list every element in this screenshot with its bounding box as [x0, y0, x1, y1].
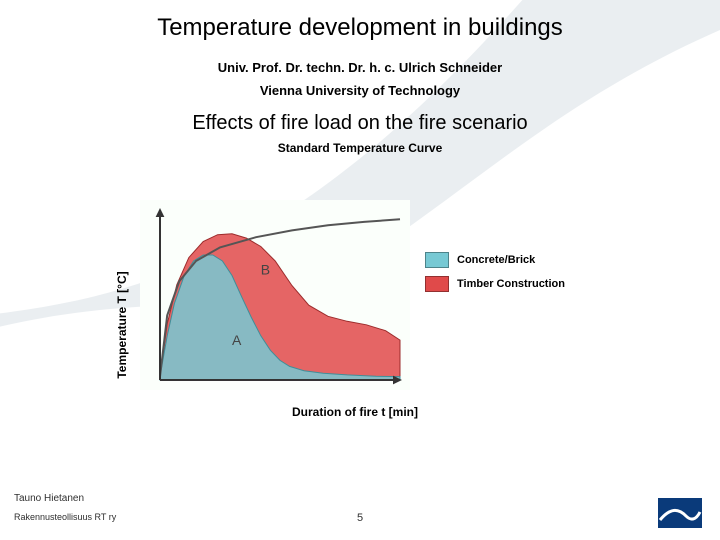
- legend-item: Concrete/Brick: [425, 252, 565, 268]
- affiliation-line: Vienna University of Technology: [0, 83, 720, 98]
- y-axis-label: Temperature T [°C]: [115, 271, 129, 378]
- page-number: 5: [357, 512, 363, 524]
- chart-legend: Concrete/Brick Timber Construction: [425, 252, 565, 300]
- footer-author: Tauno Hietanen: [14, 493, 84, 504]
- x-axis-label: Duration of fire t [min]: [140, 405, 570, 419]
- org-logo: [658, 498, 702, 528]
- legend-swatch: [425, 252, 449, 268]
- chart-container: Temperature T [°C] BA Concrete/BrickTimb…: [140, 200, 570, 450]
- legend-label: Concrete/Brick: [457, 254, 535, 266]
- legend-item: Timber Construction: [425, 276, 565, 292]
- slide-title: Temperature development in buildings: [0, 0, 720, 42]
- author-line: Univ. Prof. Dr. techn. Dr. h. c. Ulrich …: [0, 60, 720, 75]
- legend-label: Timber Construction: [457, 278, 565, 290]
- series-label-B: B: [261, 262, 270, 278]
- series-label-A: A: [232, 332, 242, 348]
- fire-curve-chart: BA: [140, 200, 410, 390]
- chart-title: Standard Temperature Curve: [0, 141, 720, 155]
- section-title: Effects of fire load on the fire scenari…: [0, 112, 720, 135]
- legend-swatch: [425, 276, 449, 292]
- footer-org: Rakennusteollisuus RT ry: [14, 512, 116, 522]
- y-axis-arrow-icon: [156, 208, 165, 217]
